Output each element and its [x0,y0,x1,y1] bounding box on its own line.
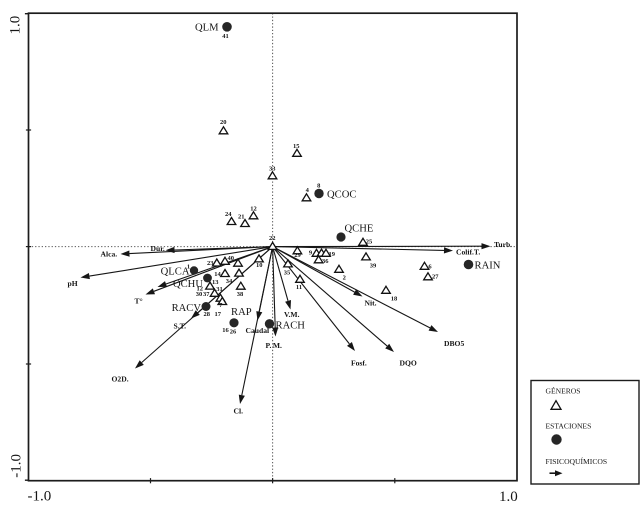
svg-text:Cl.: Cl. [234,407,244,416]
svg-text:RACV: RACV [172,303,202,314]
svg-text:35: 35 [284,270,291,277]
svg-text:41: 41 [222,33,229,40]
svg-text:33: 33 [269,165,276,172]
svg-text:31: 31 [216,286,223,293]
svg-text:1: 1 [187,263,190,270]
svg-text:27: 27 [432,274,439,281]
svg-text:24: 24 [225,211,232,218]
svg-text:16: 16 [222,327,229,334]
svg-text:40: 40 [228,255,235,262]
svg-text:DQO: DQO [400,359,417,368]
svg-text:18: 18 [391,296,398,303]
svg-text:34: 34 [226,278,233,285]
svg-text:Alca.: Alca. [101,250,118,259]
svg-text:QCOC: QCOC [327,190,356,201]
svg-text:14: 14 [214,271,221,278]
svg-text:1.0: 1.0 [499,489,518,505]
svg-text:Caudal: Caudal [246,326,270,335]
svg-text:QLM: QLM [195,23,219,34]
svg-text:9: 9 [309,250,313,257]
svg-text:6: 6 [428,264,432,271]
svg-text:19: 19 [329,251,336,258]
svg-text:25: 25 [366,239,373,246]
svg-text:RAP: RAP [231,307,252,318]
svg-text:30: 30 [196,291,203,298]
svg-text:RAIN: RAIN [475,261,501,272]
svg-text:-1.0: -1.0 [28,489,52,505]
svg-text:FISICOQUÍMICOS: FISICOQUÍMICOS [546,456,608,466]
svg-text:2: 2 [343,275,346,282]
svg-text:T°: T° [135,297,143,306]
svg-text:RACH: RACH [276,320,306,331]
svg-text:V.M.: V.M. [284,310,300,319]
svg-text:28: 28 [204,311,211,318]
svg-text:36: 36 [322,258,329,265]
svg-text:15: 15 [293,143,300,150]
svg-text:11: 11 [296,284,302,291]
svg-text:pH: pH [68,279,78,288]
svg-text:38: 38 [237,291,244,298]
svg-text:O2D.: O2D. [112,375,129,384]
svg-text:S.T.: S.T. [174,322,187,331]
svg-text:ESTACIONES: ESTACIONES [546,422,592,431]
svg-text:QLCA: QLCA [161,267,190,278]
svg-text:13: 13 [212,279,219,286]
svg-text:29: 29 [294,252,301,259]
svg-text:P. M.: P. M. [266,341,283,350]
svg-text:23: 23 [207,260,214,267]
svg-text:-1.0: -1.0 [9,454,25,478]
svg-text:QCHU: QCHU [173,279,203,290]
svg-text:Turb.: Turb. [494,240,512,249]
svg-text:8: 8 [317,183,321,190]
svg-text:Colif.T.: Colif.T. [456,248,480,257]
svg-text:7: 7 [219,302,223,309]
svg-text:21: 21 [238,214,245,221]
svg-text:39: 39 [370,262,377,269]
svg-text:Nit.: Nit. [365,299,377,308]
svg-text:22: 22 [269,235,276,242]
svg-text:1.0: 1.0 [8,16,24,35]
svg-text:Dur.: Dur. [151,244,165,253]
svg-text:Fosf.: Fosf. [351,359,367,368]
svg-text:20: 20 [220,119,227,126]
svg-text:4: 4 [306,187,310,194]
svg-text:GÉNEROS: GÉNEROS [546,386,581,396]
svg-text:17: 17 [215,311,222,318]
svg-text:12: 12 [250,206,257,213]
svg-text:37: 37 [203,291,210,298]
svg-text:QCHE: QCHE [345,224,374,235]
svg-text:DBO5: DBO5 [444,339,464,348]
svg-text:10: 10 [256,262,263,269]
svg-text:26: 26 [230,329,237,336]
svg-text:12: 12 [197,286,204,293]
